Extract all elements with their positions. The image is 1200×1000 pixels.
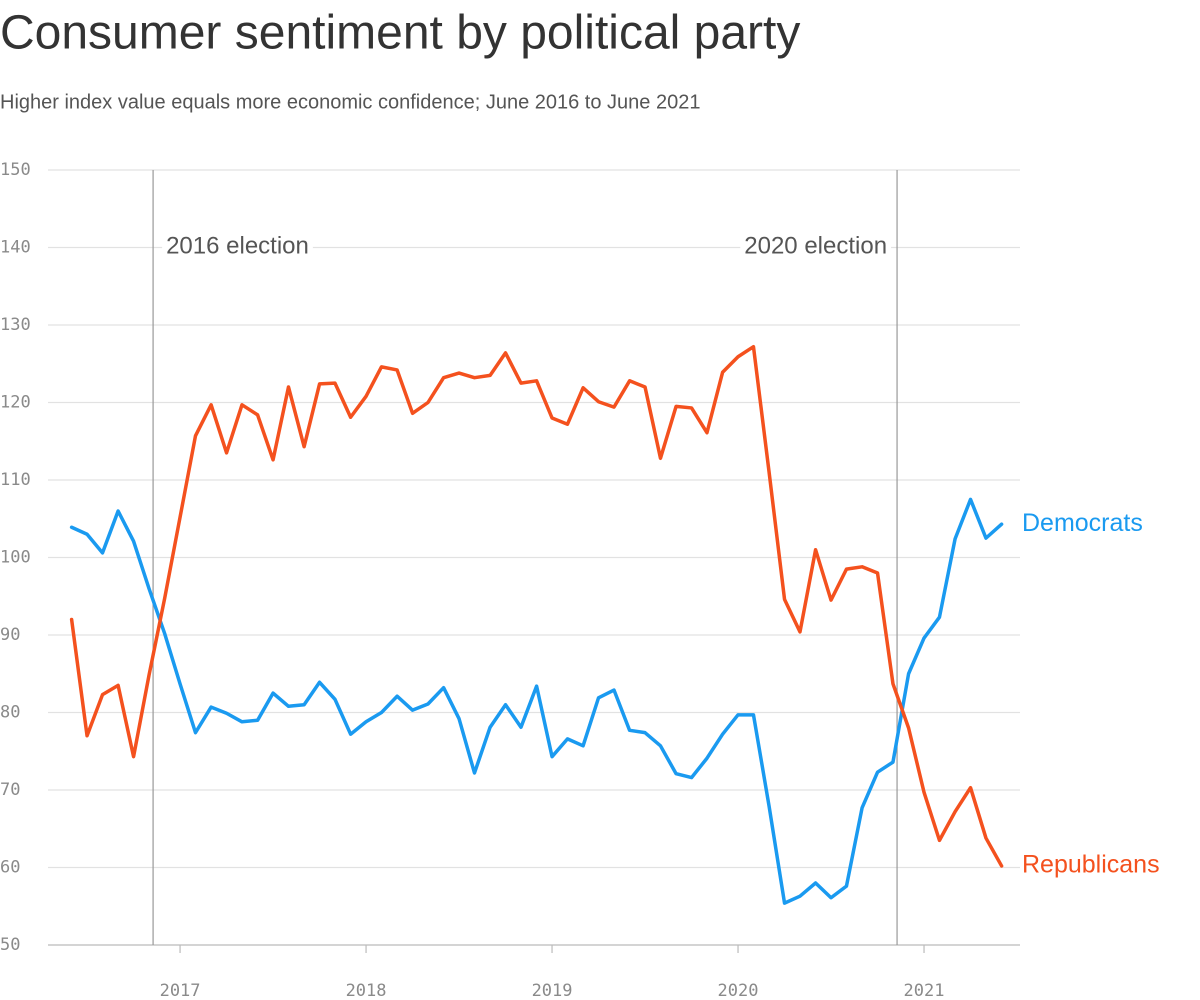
series-line bbox=[69, 497, 1004, 905]
y-tick-label: 130 bbox=[0, 315, 31, 335]
chart-subtitle: Higher index value equals more economic … bbox=[0, 91, 700, 113]
y-tick-label: 140 bbox=[0, 238, 31, 258]
y-tick-label: 70 bbox=[0, 780, 20, 800]
series-label: Democrats bbox=[1022, 509, 1143, 537]
y-tick-label: 110 bbox=[0, 470, 31, 490]
annotation: 2020 election bbox=[744, 232, 887, 259]
x-tick-label: 2017 bbox=[160, 981, 201, 1000]
annotation-background bbox=[162, 232, 313, 260]
x-tick-label: 2019 bbox=[532, 981, 573, 1000]
x-tick-label: 2020 bbox=[718, 981, 759, 1000]
series-line bbox=[69, 344, 1004, 868]
y-tick-label: 50 bbox=[0, 935, 20, 955]
y-tick-label: 60 bbox=[0, 858, 20, 878]
annotation-background bbox=[740, 232, 892, 260]
y-tick-label: 80 bbox=[0, 703, 20, 723]
y-tick-label: 100 bbox=[0, 548, 31, 568]
series-label: Republicans bbox=[1022, 851, 1160, 879]
y-tick-label: 90 bbox=[0, 625, 20, 645]
y-tick-label: 120 bbox=[0, 393, 31, 413]
x-tick-label: 2018 bbox=[346, 981, 387, 1000]
annotation: 2016 election bbox=[166, 232, 309, 259]
y-tick-label: 150 bbox=[0, 160, 31, 180]
x-tick-label: 2021 bbox=[904, 981, 945, 1000]
chart-title: Consumer sentiment by political party bbox=[0, 7, 800, 60]
